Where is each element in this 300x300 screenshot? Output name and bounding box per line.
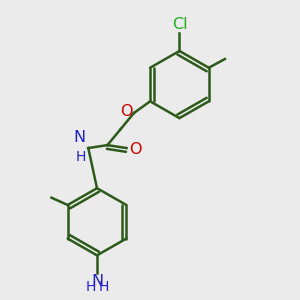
Text: H: H xyxy=(98,280,109,294)
Text: N: N xyxy=(74,130,86,145)
Text: Cl: Cl xyxy=(172,17,187,32)
Text: O: O xyxy=(120,104,133,119)
Text: O: O xyxy=(129,142,141,157)
Text: H: H xyxy=(76,149,86,164)
Text: H: H xyxy=(85,280,96,294)
Text: N: N xyxy=(91,274,103,289)
